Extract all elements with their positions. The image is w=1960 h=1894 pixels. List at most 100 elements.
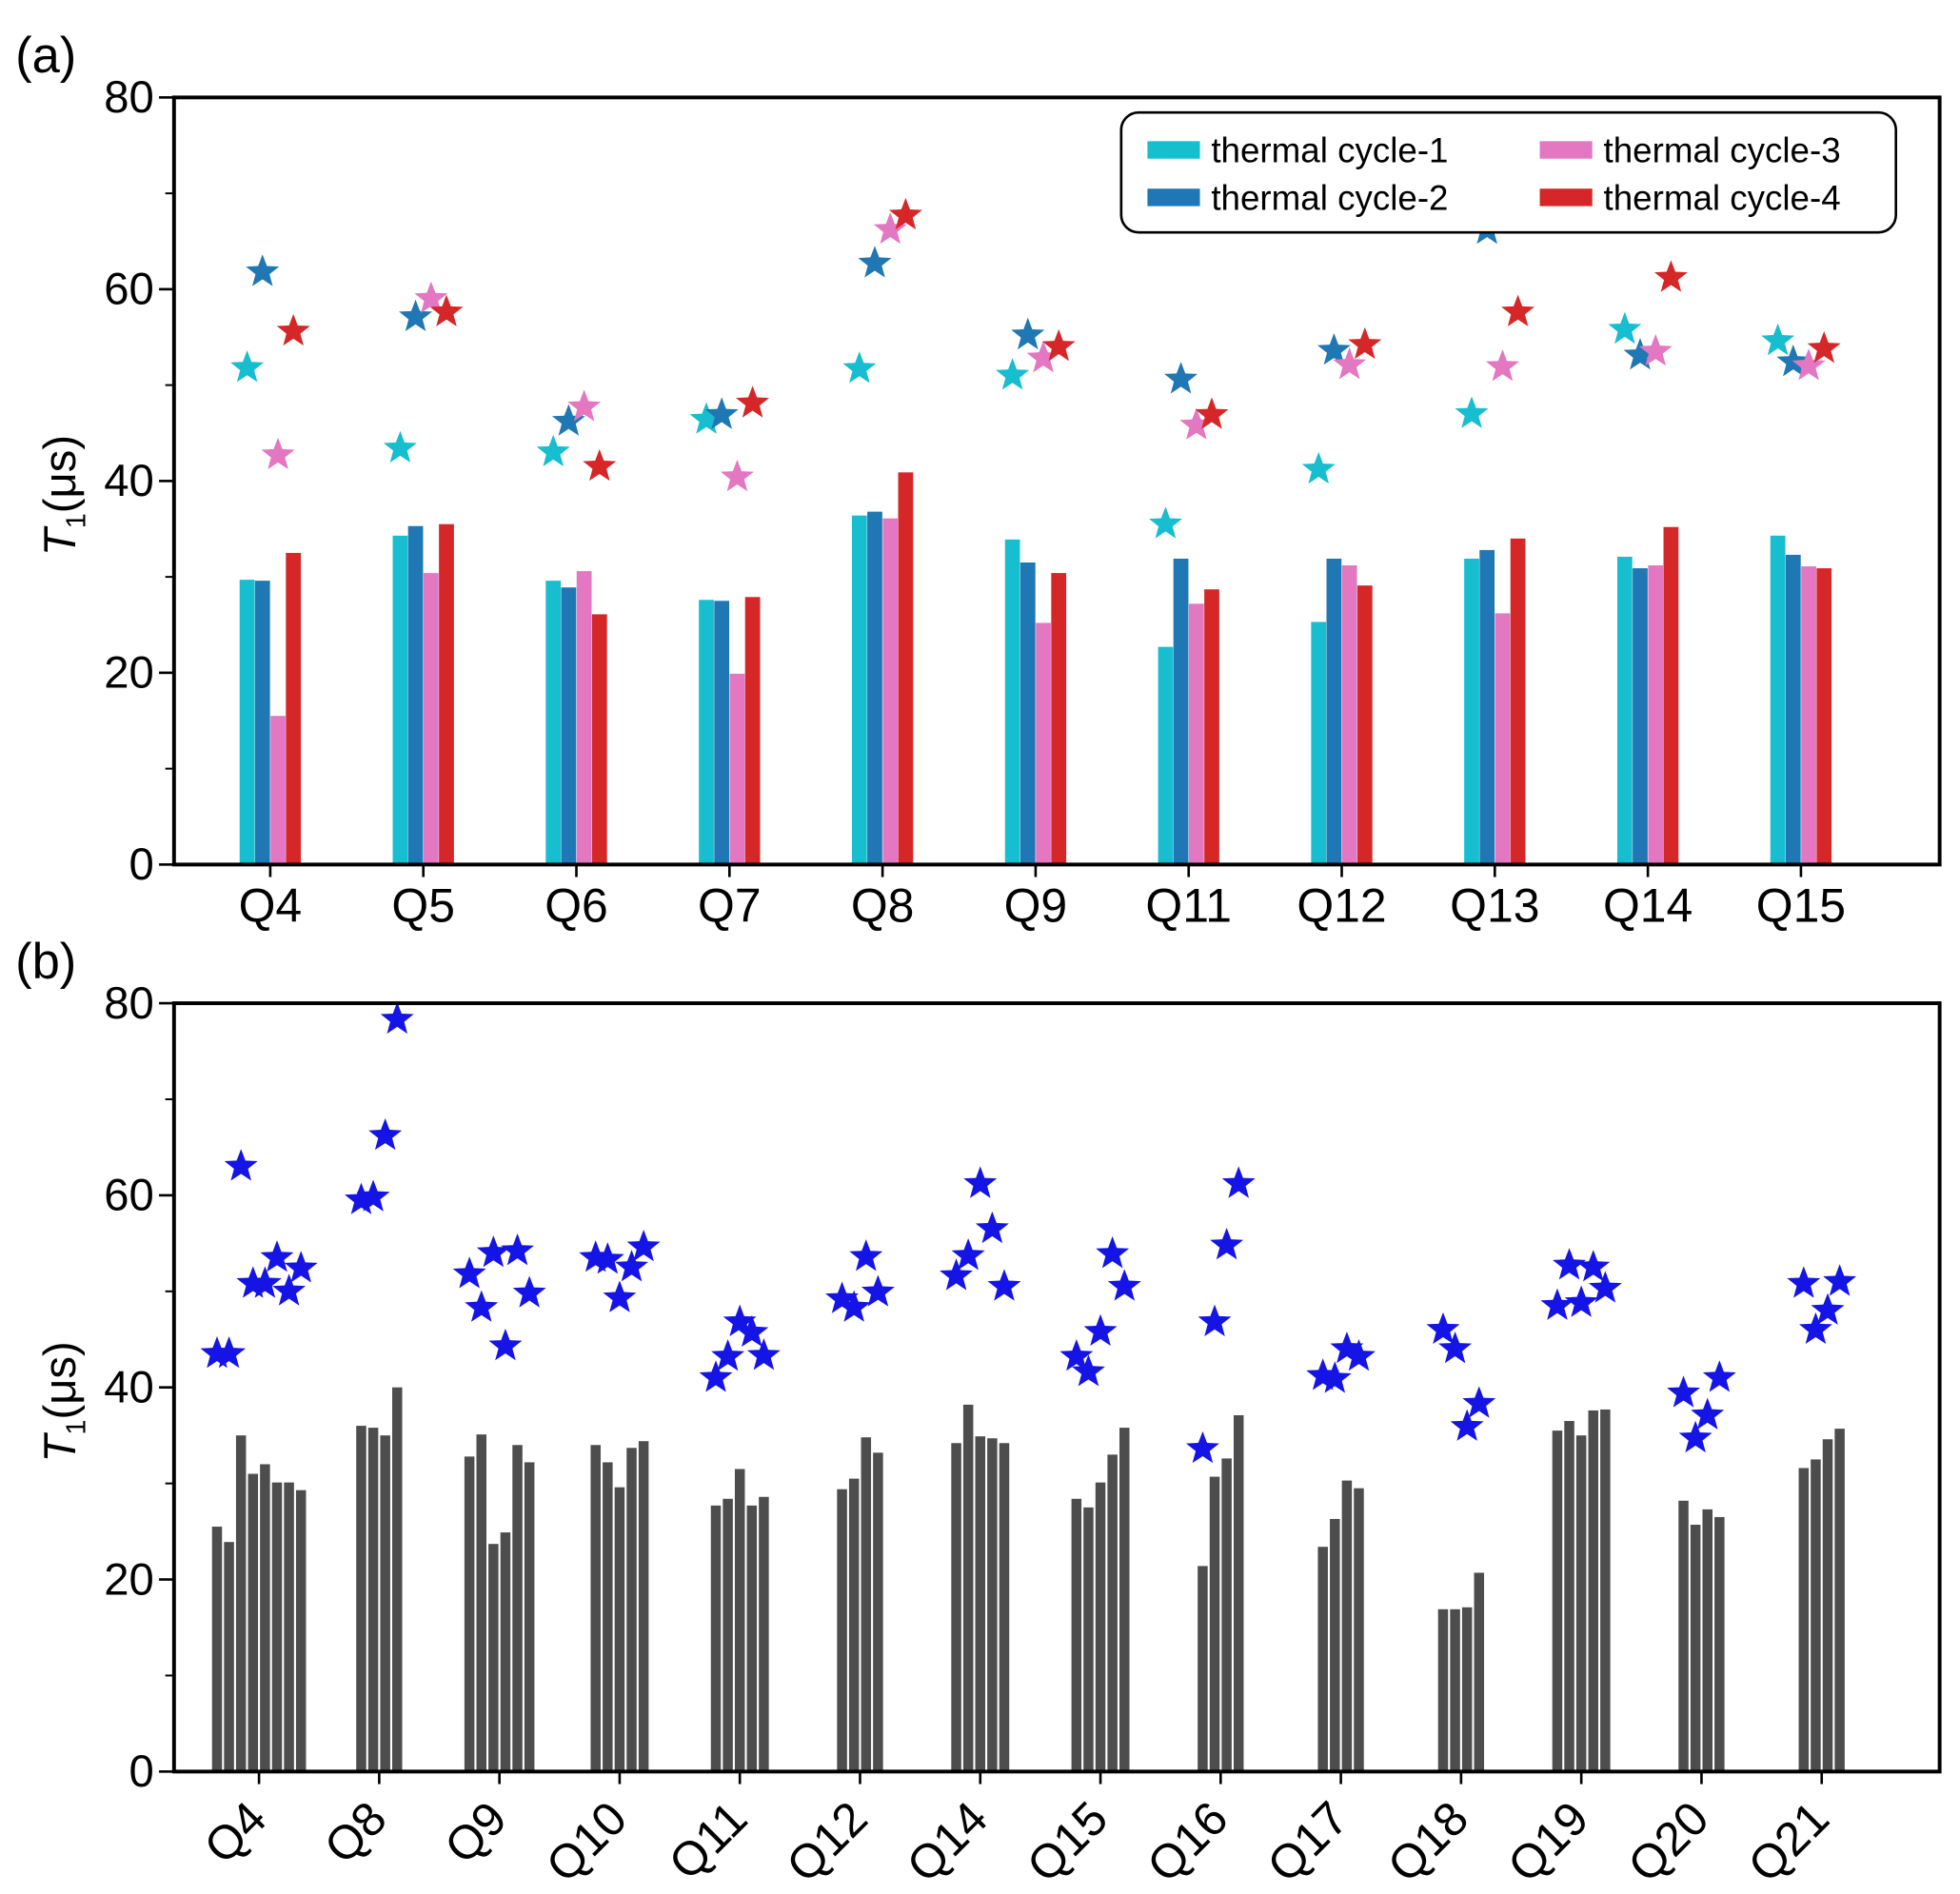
bar-Q11-3	[734, 1469, 745, 1772]
bar-Q8-cycle-3	[882, 518, 899, 865]
bar-Q15-3	[1095, 1482, 1106, 1772]
x-tick-label: Q17	[1257, 1791, 1358, 1892]
star-Q8-cycle-4	[888, 197, 922, 230]
y-tick-label: 40	[104, 1362, 154, 1412]
y-label-subscript: 1	[62, 1420, 92, 1435]
star-Q4-7	[272, 1273, 307, 1306]
panel-label: (b)	[15, 934, 76, 990]
y-tick-label: 20	[104, 648, 154, 699]
star-Q15-4	[1096, 1236, 1130, 1269]
y-tick-label: 80	[104, 72, 154, 123]
legend: thermal cycle-1 thermal cycle-2 thermal cy…	[1119, 110, 1897, 234]
bar-Q8-4	[392, 1387, 403, 1772]
star-Q4-cycle-2	[246, 254, 280, 286]
star-Q8-1	[345, 1182, 378, 1214]
legend-swatch	[1147, 188, 1200, 207]
bar-Q20-2	[1690, 1525, 1701, 1772]
bar-Q12-1	[837, 1489, 847, 1772]
panel-label: (a)	[15, 28, 76, 84]
x-tick-label: Q5	[391, 879, 455, 933]
bar-Q10-4	[626, 1448, 637, 1772]
star-Q20-3	[1691, 1397, 1725, 1430]
bar-Q10-2	[603, 1462, 613, 1772]
bar-Q17-1	[1317, 1547, 1328, 1772]
bar-Q14-cycle-2	[1633, 568, 1648, 865]
star-Q20-1	[1667, 1375, 1700, 1408]
legend-swatch	[1147, 141, 1200, 159]
star-Q9-cycle-3	[1026, 341, 1060, 373]
bar-Q4-8	[295, 1490, 307, 1772]
bar-Q7-cycle-1	[699, 600, 714, 865]
bar-Q6-cycle-3	[576, 571, 592, 865]
bar-Q6-cycle-1	[545, 581, 562, 865]
x-tick-label: Q20	[1617, 1791, 1718, 1892]
bar-Q16-1	[1198, 1566, 1208, 1772]
bar-Q11-cycle-2	[1173, 558, 1189, 865]
bar-Q16-2	[1209, 1476, 1220, 1772]
x-tick-label: Q14	[1603, 879, 1693, 933]
bar-Q12-cycle-3	[1341, 565, 1357, 865]
bar-Q15-cycle-2	[1785, 554, 1801, 865]
bar-Q4-2	[224, 1542, 234, 1772]
star-Q16-4	[1221, 1166, 1256, 1198]
bar-Q20-3	[1702, 1509, 1713, 1772]
bar-Q17-4	[1354, 1488, 1364, 1772]
bar-Q9-1	[464, 1456, 475, 1772]
x-tick-label: Q9	[1004, 879, 1068, 933]
bar-Q14-1	[951, 1443, 961, 1772]
bar-Q10-1	[590, 1445, 601, 1772]
star-Q14-1	[940, 1258, 974, 1291]
bar-Q11-cycle-3	[1188, 603, 1204, 865]
star-Q5-cycle-4	[429, 294, 464, 326]
star-Q12-cycle-1	[1301, 451, 1336, 484]
star-Q18-4	[1462, 1386, 1496, 1418]
bar-Q19-2	[1564, 1421, 1574, 1772]
bar-Q8-2	[367, 1428, 379, 1772]
legend-swatch	[1539, 141, 1593, 159]
star-Q18-1	[1426, 1312, 1460, 1345]
star-Q6-cycle-4	[583, 448, 617, 482]
x-tick-label: Q11	[659, 1791, 758, 1890]
x-tick-label: Q12	[1297, 879, 1386, 933]
bar-Q7-cycle-4	[744, 597, 761, 865]
bar-Q4-5	[260, 1464, 270, 1772]
star-Q8-cycle-1	[842, 351, 877, 384]
star-Q21-1	[1787, 1266, 1821, 1298]
star-Q9-4	[488, 1328, 523, 1361]
star-Q4-5	[247, 1266, 282, 1298]
star-Q9-3	[476, 1235, 510, 1268]
bar-Q4-3	[235, 1435, 247, 1772]
x-tick-label: Q16	[1137, 1791, 1237, 1892]
legend-label: thermal cycle-1	[1211, 131, 1448, 170]
bar-Q18-2	[1450, 1608, 1460, 1772]
bar-Q19-3	[1575, 1435, 1587, 1772]
bar-Q4-cycle-4	[286, 552, 302, 865]
bar-Q6-cycle-2	[561, 587, 577, 865]
y-tick-label: 80	[104, 978, 154, 1029]
bar-Q9-2	[476, 1434, 486, 1772]
star-Q15-cycle-4	[1807, 330, 1841, 364]
star-Q9-6	[512, 1275, 546, 1308]
bar-Q13-cycle-3	[1495, 613, 1511, 865]
bar-Q7-cycle-2	[714, 601, 730, 865]
x-tick-label: Q9	[434, 1791, 517, 1874]
star-Q5-cycle-1	[383, 430, 417, 463]
x-tick-label: Q15	[1017, 1791, 1118, 1892]
star-Q15-cycle-1	[1761, 323, 1795, 356]
star-Q6-cycle-3	[567, 389, 602, 422]
bar-Q14-5	[999, 1443, 1010, 1772]
bar-Q21-4	[1834, 1429, 1845, 1772]
y-label-symbol: T	[35, 1431, 86, 1462]
star-Q5-cycle-2	[399, 299, 433, 331]
bar-Q8-cycle-1	[851, 515, 867, 865]
bar-Q7-cycle-3	[729, 673, 745, 865]
star-Q21-2	[1798, 1312, 1832, 1345]
star-Q9-cycle-1	[996, 358, 1030, 390]
bar-Q11-cycle-1	[1158, 646, 1174, 865]
star-Q19-3	[1564, 1285, 1598, 1317]
star-Q13-cycle-1	[1455, 396, 1489, 428]
y-label-symbol: T	[35, 525, 86, 556]
bar-Q12-cycle-4	[1356, 585, 1373, 865]
star-Q8-cycle-3	[873, 212, 907, 245]
bar-Q9-3	[488, 1544, 499, 1772]
